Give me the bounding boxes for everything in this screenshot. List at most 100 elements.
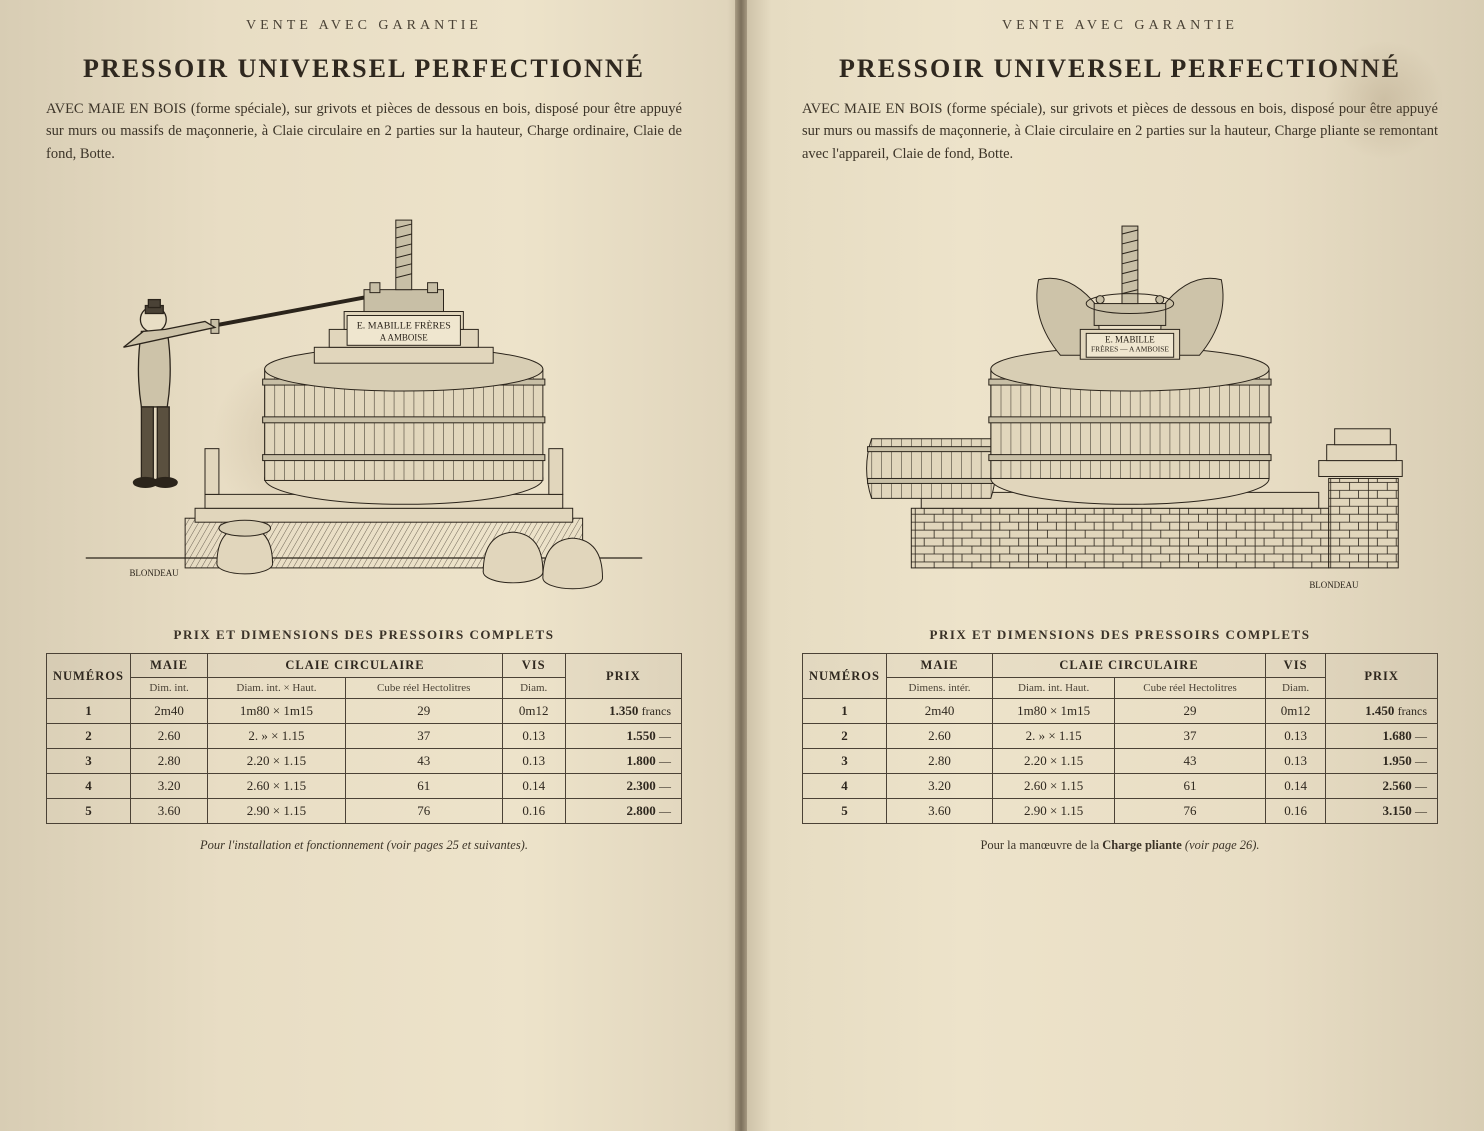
cell-vis: 0.13 bbox=[1265, 724, 1325, 749]
svg-text:A AMBOISE: A AMBOISE bbox=[380, 333, 428, 343]
cell-num: 3 bbox=[47, 749, 131, 774]
cell-vis: 0.13 bbox=[1265, 749, 1325, 774]
cell-prix: 1.800 — bbox=[565, 749, 681, 774]
cell-cube: 43 bbox=[345, 749, 502, 774]
cell-vis: 0.16 bbox=[1265, 799, 1325, 824]
price-table-left: NUMÉROS MAIE CLAIE CIRCULAIRE VIS PRIX D… bbox=[46, 653, 682, 824]
description-paragraph: AVEC MAIE EN BOIS (forme spéciale), sur … bbox=[46, 98, 682, 165]
sub-maie: Dim. int. bbox=[130, 678, 207, 699]
cell-claie-dim: 1m80 × 1m15 bbox=[208, 699, 345, 724]
cell-num: 2 bbox=[803, 724, 887, 749]
press-folding-charge-illustration: E. MABILLE FRÈRES — A AMBOISE BLONDEAU bbox=[802, 179, 1438, 609]
cell-vis: 0.16 bbox=[502, 799, 565, 824]
cell-claie-dim: 2. » × 1.15 bbox=[993, 724, 1115, 749]
engraving-right: E. MABILLE FRÈRES — A AMBOISE BLONDEAU bbox=[802, 179, 1438, 609]
col-prix: PRIX bbox=[565, 654, 681, 699]
cell-num: 5 bbox=[803, 799, 887, 824]
cell-vis: 0m12 bbox=[502, 699, 565, 724]
cell-maie: 2m40 bbox=[886, 699, 992, 724]
cell-maie: 2m40 bbox=[130, 699, 207, 724]
col-maie: MAIE bbox=[886, 654, 992, 678]
table-row: 22.602. » × 1.15370.131.550 — bbox=[47, 724, 682, 749]
cell-cube: 43 bbox=[1115, 749, 1266, 774]
col-claie: CLAIE CIRCULAIRE bbox=[993, 654, 1266, 678]
cell-cube: 61 bbox=[1115, 774, 1266, 799]
cell-maie: 2.60 bbox=[130, 724, 207, 749]
cell-vis: 0m12 bbox=[1265, 699, 1325, 724]
sub-claie-dim: Diam. int. Haut. bbox=[993, 678, 1115, 699]
table-row: 12m401m80 × 1m15290m121.450 francs bbox=[803, 699, 1438, 724]
engraving-left: E. MABILLE FRÈRES A AMBOISE bbox=[46, 179, 682, 609]
col-numeros: NUMÉROS bbox=[47, 654, 131, 699]
svg-text:FRÈRES — A AMBOISE: FRÈRES — A AMBOISE bbox=[1091, 344, 1169, 354]
engraver-signature: BLONDEAU bbox=[129, 568, 179, 578]
cell-claie-dim: 2.60 × 1.15 bbox=[208, 774, 345, 799]
cell-prix: 1.550 — bbox=[565, 724, 681, 749]
cell-maie: 3.20 bbox=[130, 774, 207, 799]
cell-maie: 2.80 bbox=[130, 749, 207, 774]
cell-maie: 3.20 bbox=[886, 774, 992, 799]
cell-maie: 2.60 bbox=[886, 724, 992, 749]
col-vis: VIS bbox=[1265, 654, 1325, 678]
cell-num: 1 bbox=[803, 699, 887, 724]
cell-prix: 1.950 — bbox=[1326, 749, 1438, 774]
sub-maie: Dimens. intér. bbox=[886, 678, 992, 699]
cell-cube: 76 bbox=[1115, 799, 1266, 824]
guarantee-line: VENTE AVEC GARANTIE bbox=[802, 18, 1438, 34]
cell-vis: 0.14 bbox=[502, 774, 565, 799]
table-row: 32.802.20 × 1.15430.131.800 — bbox=[47, 749, 682, 774]
right-page: VENTE AVEC GARANTIE PRESSOIR UNIVERSEL P… bbox=[742, 0, 1484, 1131]
col-numeros: NUMÉROS bbox=[803, 654, 887, 699]
footnote-left: Pour l'installation et fonctionnement (v… bbox=[46, 838, 682, 853]
left-page: VENTE AVEC GARANTIE PRESSOIR UNIVERSEL P… bbox=[0, 0, 742, 1131]
table-row: 43.202.60 × 1.15610.142.560 — bbox=[803, 774, 1438, 799]
cell-num: 1 bbox=[47, 699, 131, 724]
price-rows-left: 12m401m80 × 1m15290m121.350 francs22.602… bbox=[47, 699, 682, 824]
cell-vis: 0.14 bbox=[1265, 774, 1325, 799]
cell-num: 2 bbox=[47, 724, 131, 749]
press-with-operator-illustration: E. MABILLE FRÈRES A AMBOISE bbox=[46, 179, 682, 609]
table-row: 43.202.60 × 1.15610.142.300 — bbox=[47, 774, 682, 799]
cell-cube: 37 bbox=[345, 724, 502, 749]
cell-cube: 37 bbox=[1115, 724, 1266, 749]
cell-maie: 3.60 bbox=[130, 799, 207, 824]
price-table-right: NUMÉROS MAIE CLAIE CIRCULAIRE VIS PRIX D… bbox=[802, 653, 1438, 824]
sub-claie-cube: Cube réel Hectolitres bbox=[345, 678, 502, 699]
cell-prix: 2.560 — bbox=[1326, 774, 1438, 799]
table-caption: PRIX ET DIMENSIONS DES PRESSOIRS COMPLET… bbox=[802, 627, 1438, 643]
cell-prix: 1.450 francs bbox=[1326, 699, 1438, 724]
cell-num: 4 bbox=[47, 774, 131, 799]
footnote-right: Pour la manœuvre de la Charge pliante (v… bbox=[802, 838, 1438, 853]
page-title: PRESSOIR UNIVERSEL PERFECTIONNÉ bbox=[46, 54, 682, 84]
table-row: 32.802.20 × 1.15430.131.950 — bbox=[803, 749, 1438, 774]
table-row: 53.602.90 × 1.15760.162.800 — bbox=[47, 799, 682, 824]
page-title: PRESSOIR UNIVERSEL PERFECTIONNÉ bbox=[802, 54, 1438, 84]
col-vis: VIS bbox=[502, 654, 565, 678]
cell-cube: 76 bbox=[345, 799, 502, 824]
maker-label: E. MABILLE bbox=[1105, 335, 1155, 345]
cell-prix: 1.350 francs bbox=[565, 699, 681, 724]
cell-claie-dim: 2.90 × 1.15 bbox=[208, 799, 345, 824]
cell-cube: 29 bbox=[1115, 699, 1266, 724]
cell-num: 5 bbox=[47, 799, 131, 824]
table-row: 12m401m80 × 1m15290m121.350 francs bbox=[47, 699, 682, 724]
cell-maie: 2.80 bbox=[886, 749, 992, 774]
price-rows-right: 12m401m80 × 1m15290m121.450 francs22.602… bbox=[803, 699, 1438, 824]
table-caption: PRIX ET DIMENSIONS DES PRESSOIRS COMPLET… bbox=[46, 627, 682, 643]
col-claie: CLAIE CIRCULAIRE bbox=[208, 654, 503, 678]
cell-num: 3 bbox=[803, 749, 887, 774]
cell-maie: 3.60 bbox=[886, 799, 992, 824]
cell-num: 4 bbox=[803, 774, 887, 799]
cell-prix: 1.680 — bbox=[1326, 724, 1438, 749]
cell-claie-dim: 2. » × 1.15 bbox=[208, 724, 345, 749]
sub-claie-dim: Diam. int. × Haut. bbox=[208, 678, 345, 699]
operator-figure bbox=[124, 300, 215, 488]
col-prix: PRIX bbox=[1326, 654, 1438, 699]
cell-prix: 2.800 — bbox=[565, 799, 681, 824]
sub-vis: Diam. bbox=[1265, 678, 1325, 699]
engraver-signature: BLONDEAU bbox=[1309, 580, 1359, 590]
sub-vis: Diam. bbox=[502, 678, 565, 699]
cell-vis: 0.13 bbox=[502, 749, 565, 774]
cell-claie-dim: 1m80 × 1m15 bbox=[993, 699, 1115, 724]
cell-cube: 29 bbox=[345, 699, 502, 724]
